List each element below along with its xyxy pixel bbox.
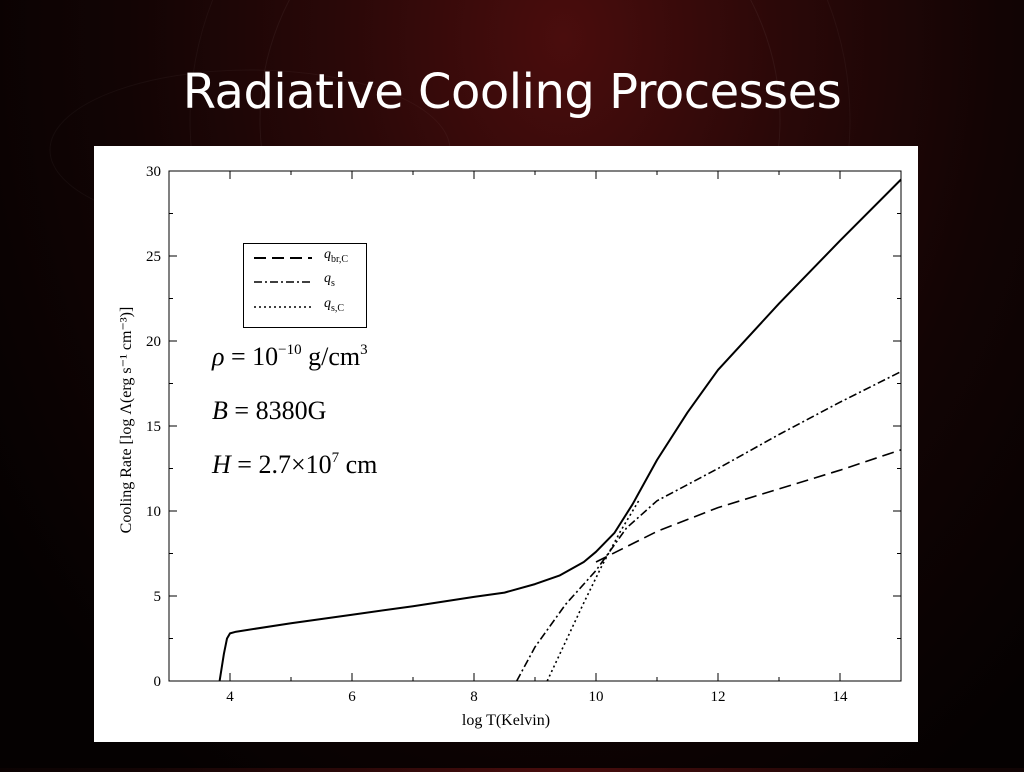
y-tick-label: 10 <box>146 504 161 520</box>
height-symbol: H <box>212 450 231 479</box>
field-symbol: B <box>212 396 228 425</box>
y-tick-label: 20 <box>146 334 161 350</box>
field-equals: = <box>234 396 250 425</box>
density-unit-exponent: 3 <box>360 342 368 358</box>
density-symbol: ρ <box>212 342 225 371</box>
chart-figure: 4 6 8 10 12 14 0 5 10 15 20 25 30 qbr,C qs qs,C ρ = … <box>94 146 918 742</box>
x-tick-label: 8 <box>470 689 478 705</box>
chart-plot: 4 6 8 10 12 14 0 5 10 15 20 25 30 <box>146 164 902 705</box>
height-equals: = <box>237 450 252 479</box>
x-tick-label: 14 <box>833 689 849 705</box>
legend-swatch-dashed <box>254 257 312 259</box>
density-exponent: −10 <box>278 342 302 358</box>
legend-label-qbrc: q <box>324 247 331 262</box>
field-value: 8380G <box>255 396 327 425</box>
chart-legend: qbr,C qs qs,C <box>243 243 367 328</box>
x-axis-label: log T(Kelvin) <box>461 712 551 729</box>
annotation-density: ρ = 10−10 g/cm3 <box>212 342 368 372</box>
legend-entry-qs: qs <box>244 271 366 293</box>
x-tick-label: 12 <box>711 689 726 705</box>
y-tick-label: 25 <box>146 249 161 265</box>
y-tick-label: 30 <box>146 164 161 180</box>
y-axis-label-text: Cooling Rate [log Λ(erg s⁻¹ cm⁻³)] <box>118 306 135 534</box>
x-tick-label: 6 <box>348 689 356 705</box>
legend-sub-qs: s <box>331 278 335 289</box>
annotation-height: H = 2.7×107 cm <box>212 450 377 480</box>
x-tick-label: 10 <box>589 689 604 705</box>
legend-entry-qbrc: qbr,C <box>244 247 366 269</box>
density-equals: = <box>230 342 246 371</box>
series-line-dotted <box>546 500 640 682</box>
density-unit: g/cm <box>308 342 361 371</box>
annotation-field: B = 8380G <box>212 396 326 426</box>
legend-swatch-dotted <box>254 306 312 308</box>
height-mantissa: 2.7 <box>258 450 291 479</box>
height-exponent: 7 <box>331 450 340 466</box>
slide-title: Radiative Cooling Processes <box>182 64 842 120</box>
y-tick-label: 0 <box>154 674 162 690</box>
y-tick-label: 5 <box>154 589 162 605</box>
density-base: 10 <box>252 342 279 371</box>
height-base: 10 <box>305 450 332 479</box>
legend-sub-qsc: s,C <box>331 303 345 314</box>
y-tick-label: 15 <box>146 419 161 435</box>
series-line-solid <box>218 178 902 682</box>
legend-swatch-dashdot <box>254 281 312 283</box>
height-times: × <box>290 450 306 479</box>
legend-entry-qsc: qs,C <box>244 296 366 318</box>
series-line-dashed <box>595 449 902 563</box>
series-line-dashdot <box>515 370 902 682</box>
x-tick-label: 4 <box>226 689 234 705</box>
legend-label-qs: q <box>324 271 331 286</box>
height-unit: cm <box>345 450 378 479</box>
legend-label-qsc: q <box>324 296 331 311</box>
legend-sub-qbrc: br,C <box>331 254 349 265</box>
